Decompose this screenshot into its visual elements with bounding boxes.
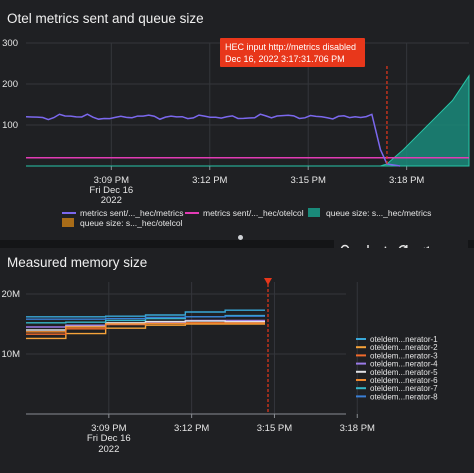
panel-divider xyxy=(0,240,474,248)
legend-swatch xyxy=(308,208,320,217)
x-date-label: 2022 xyxy=(101,195,122,206)
legend-label: queue size: s..._hec/otelcol xyxy=(80,218,183,228)
x-date-label: Fri Dec 16 xyxy=(87,433,131,444)
panel-title: Otel metrics sent and queue size xyxy=(7,11,204,26)
chart-panel-otel: Otel metrics sent and queue size 100 200 3… xyxy=(2,11,470,228)
y-tick-label: 200 xyxy=(2,79,18,90)
series-line-6 xyxy=(26,322,265,333)
y-tick-label: 20M xyxy=(2,289,21,300)
legend-label: metrics sent/..._hec/metrics xyxy=(80,208,183,218)
x-tick-label: 3:12 PM xyxy=(174,423,209,434)
series-line-1 xyxy=(26,309,265,318)
x-tick-label: 3:09 PM xyxy=(94,175,129,186)
legend-label: oteldem...nerator-6 xyxy=(370,376,438,385)
x-tick-label: 3:15 PM xyxy=(257,423,292,434)
x-tick-label: 3:09 PM xyxy=(91,423,126,434)
series-area-queue-metrics xyxy=(26,74,470,167)
series-line-sent-metrics xyxy=(25,113,401,167)
x-date-label: Fri Dec 16 xyxy=(89,185,133,196)
series-line-8 xyxy=(26,315,265,320)
x-tick-label: 3:12 PM xyxy=(192,175,227,186)
legend-swatch xyxy=(62,218,74,227)
legend-label: oteldem...nerator-2 xyxy=(370,343,438,352)
y-tick-label: 10M xyxy=(2,349,21,360)
annotation-box[interactable] xyxy=(220,38,365,67)
legend-label: oteldem...nerator-3 xyxy=(370,351,438,360)
annotation-marker[interactable] xyxy=(264,278,272,285)
x-tick-label: 3:18 PM xyxy=(389,175,424,186)
x-tick-label: 3:18 PM xyxy=(340,423,375,434)
memory-chart: 10M 20M 3:09 PM 3:12 PM 3:15 PM 3:18 PM Fri De… xyxy=(2,278,438,455)
legend-label: oteldem...nerator-5 xyxy=(370,368,438,377)
y-tick-label: 300 xyxy=(2,38,18,49)
legend-label: oteldem...nerator-1 xyxy=(370,335,438,344)
otel-chart: 100 200 300 3:09 PM 3:12 PM 3:15 PM 3:18 PM Fri… xyxy=(2,38,470,228)
x-date-label: 2022 xyxy=(98,444,119,455)
legend-label: queue size: s..._hec/metrics xyxy=(326,208,431,218)
y-tick-label: 100 xyxy=(2,120,18,131)
x-tick-label: 3:15 PM xyxy=(291,175,326,186)
legend-label: metrics sent/..._hec/otelcol xyxy=(203,208,304,218)
panel-resize-handle[interactable] xyxy=(238,235,243,240)
annotation-title: HEC input http://metrics disabled xyxy=(225,42,356,52)
legend-label: oteldem...nerator-8 xyxy=(370,392,438,401)
annotation-time: Dec 16, 2022 3:17:31.706 PM xyxy=(225,54,345,64)
legend-label: oteldem...nerator-4 xyxy=(370,360,438,369)
chart-panel-memory: Measured memory size 10M 20M 3:09 PM 3:12 P… xyxy=(0,248,474,473)
panel-title: Measured memory size xyxy=(7,255,148,270)
legend-label: oteldem...nerator-7 xyxy=(370,384,438,393)
